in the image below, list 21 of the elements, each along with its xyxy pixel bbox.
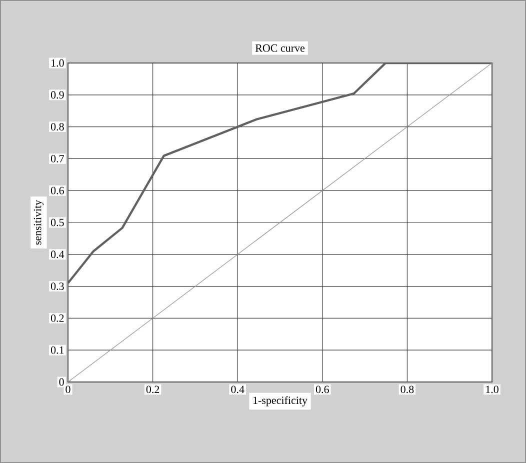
x-tick-label: 0.4 — [231, 386, 244, 394]
y-tick-label: 0.1 — [50, 346, 64, 354]
y-tick-label: 1.0 — [52, 59, 64, 67]
line-series — [68, 62, 492, 284]
y-tick-label: 0.4 — [50, 250, 64, 258]
y-tick-label: 0.8 — [50, 123, 64, 131]
y-axis-title: sensitivity — [34, 200, 44, 245]
x-tick-label: 0.6 — [316, 386, 329, 394]
x-axis-title: 1-specificity — [253, 396, 308, 406]
x-tick-label: 0.8 — [400, 386, 414, 394]
y-tick-label: 0.9 — [50, 91, 64, 99]
x-tick-label: 0.2 — [146, 386, 160, 394]
y-tick-label: 0.2 — [50, 314, 64, 322]
y-tick-label: 0.6 — [50, 186, 64, 194]
y-tick-label: 0.5 — [50, 218, 64, 226]
y-tick-label: 0 — [59, 378, 64, 386]
y-tick-label: 0.7 — [50, 154, 64, 162]
x-tick-label: 1.0 — [486, 386, 498, 394]
x-tick-label: 0 — [66, 386, 70, 394]
y-tick-label: 0.3 — [50, 282, 64, 290]
chart-title: ROC curve — [255, 44, 305, 52]
